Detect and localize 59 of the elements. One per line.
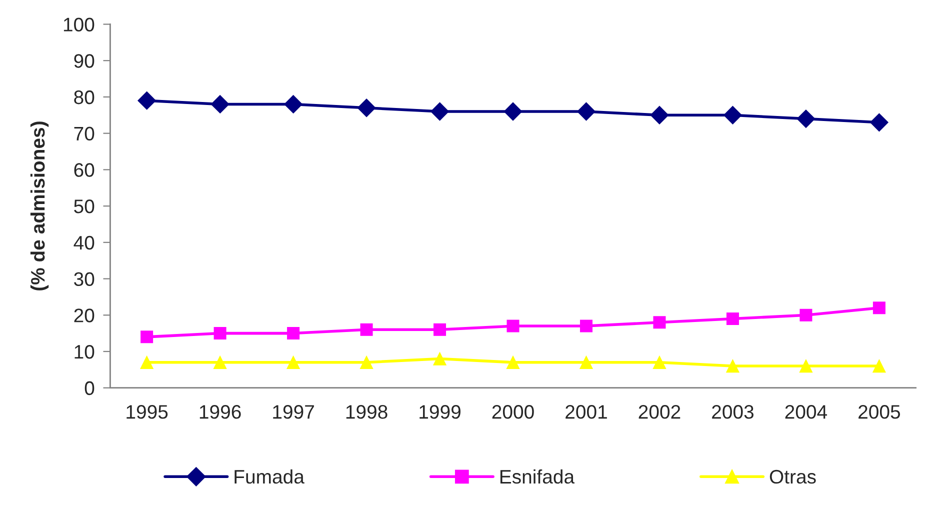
point	[210, 95, 230, 114]
x-tick-label: 1996	[200, 405, 241, 419]
point	[434, 323, 446, 336]
point	[286, 356, 300, 369]
y-axis-title: (% de admisiones)	[30, 122, 49, 290]
x-tick-label: 2001	[566, 405, 607, 419]
y-tick-label: 90	[74, 54, 94, 68]
y-tick-label: 40	[74, 236, 94, 250]
point	[653, 316, 666, 329]
y-tick-label: 70	[74, 126, 94, 141]
point	[360, 356, 374, 369]
point	[433, 352, 446, 366]
point	[650, 106, 669, 124]
legend-label: Fumada	[234, 469, 304, 484]
point	[726, 359, 740, 373]
point	[872, 302, 886, 314]
point	[360, 323, 373, 336]
point	[504, 102, 522, 121]
point	[287, 327, 300, 340]
x-tick-label: 2002	[638, 405, 680, 419]
point	[140, 356, 154, 369]
x-tick-label: 1999	[420, 405, 460, 419]
point	[799, 359, 813, 373]
point	[800, 308, 812, 322]
x-tick-label: 1995	[126, 405, 168, 419]
x-tick-label: 1997	[273, 405, 314, 419]
y-tick-label: 30	[74, 272, 94, 286]
legend-label: Esnifada	[500, 469, 575, 484]
point	[796, 110, 816, 128]
point	[724, 106, 742, 124]
point	[140, 330, 154, 344]
point	[580, 356, 593, 369]
point	[872, 359, 886, 373]
x-tick-label: 1998	[346, 405, 388, 419]
point	[357, 98, 376, 118]
point	[214, 327, 226, 340]
y-tick-label: 20	[74, 308, 94, 322]
point	[506, 356, 520, 369]
y-tick-label: 50	[74, 200, 94, 214]
point	[138, 91, 156, 110]
point	[726, 312, 739, 326]
y-tick-label: 10	[74, 344, 94, 359]
y-tick-label: 0	[84, 381, 94, 396]
y-tick-label: 60	[74, 163, 94, 177]
point	[430, 102, 449, 121]
y-tick-label: 100	[64, 18, 94, 32]
legend-label: Otras	[770, 470, 816, 484]
x-tick-label: 2003	[712, 405, 754, 419]
x-tick-label: 2005	[858, 405, 900, 419]
point	[652, 356, 666, 369]
x-tick-label: 2000	[492, 405, 534, 419]
point	[284, 95, 302, 114]
x-tick-label: 2004	[785, 405, 828, 419]
y-tick-label: 80	[74, 90, 94, 104]
point	[577, 102, 596, 121]
point	[870, 113, 888, 132]
point	[506, 320, 520, 332]
point	[213, 356, 227, 369]
point	[580, 320, 592, 332]
